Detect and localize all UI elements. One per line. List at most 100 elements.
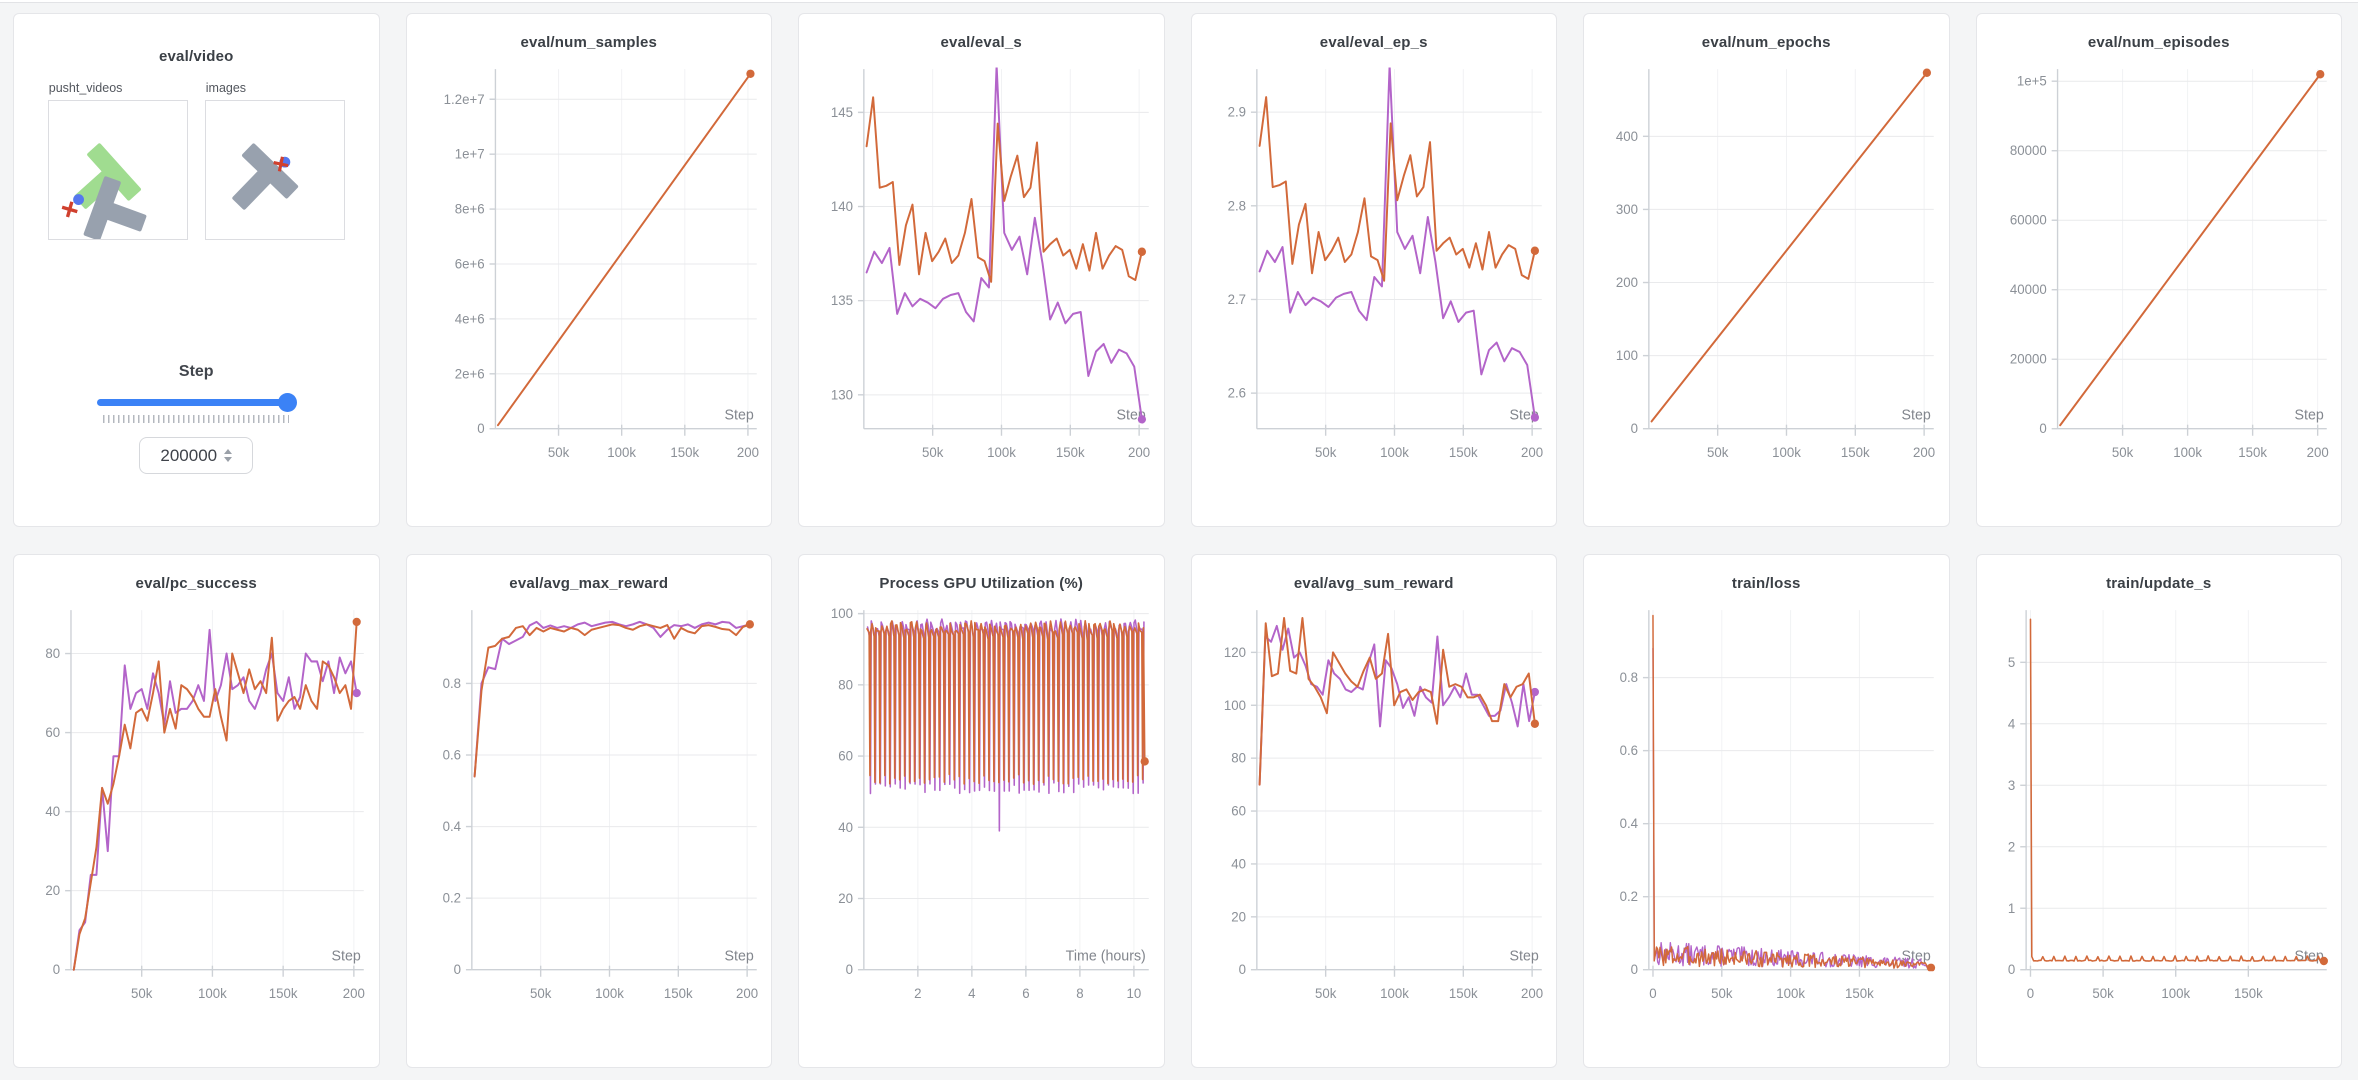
previous-row-edge [0,0,2358,3]
svg-text:150k: 150k [670,445,699,460]
svg-text:100k: 100k [1776,986,1805,1001]
panel-title: eval/num_epochs [1701,34,1831,51]
panel-title: eval/num_samples [520,34,658,51]
panel-title: eval/pc_success [135,575,257,592]
svg-text:5: 5 [2007,655,2014,670]
stepper-up-icon[interactable] [224,449,233,454]
svg-text:200: 200 [1128,445,1150,460]
svg-text:60: 60 [838,748,853,763]
panel-train-update-s: train/update_s 0 1 2 3 4 5 0 50k 100k 150k Step [1975,554,2342,1068]
svg-text:60000: 60000 [2009,213,2046,228]
svg-text:200: 200 [736,445,758,460]
svg-text:140: 140 [831,199,853,214]
panel-eval-num-episodes: eval/num_episodes 0 20000 40000 60000 80000 1… [1975,13,2342,527]
svg-text:4e+6: 4e+6 [454,311,484,326]
svg-text:3: 3 [2007,778,2014,793]
svg-text:40: 40 [1231,856,1246,871]
step-number-input[interactable]: 200000 [139,437,254,474]
svg-text:120: 120 [1223,645,1245,660]
svg-text:Step: Step [1509,949,1538,965]
svg-text:200: 200 [1521,986,1543,1001]
chart-eval-eval-ep-s[interactable]: 2.6 2.7 2.8 2.9 50k 100k 150k 200 Step [1192,55,1557,489]
media-thumbnail-pusht-videos[interactable] [47,100,188,241]
svg-text:150k: 150k [1056,445,1085,460]
step-slider-track[interactable] [97,399,294,406]
svg-text:150k: 150k [1448,445,1477,460]
step-value: 200000 [160,445,218,465]
svg-text:0: 0 [2007,962,2014,977]
svg-text:20000: 20000 [2009,352,2046,367]
chart-train-update-s[interactable]: 0 1 2 3 4 5 0 50k 100k 150k Step [1977,596,2342,1030]
panel-title: eval/avg_sum_reward [1293,575,1454,592]
svg-text:1.2e+7: 1.2e+7 [443,92,484,107]
svg-text:50k: 50k [1707,445,1729,460]
svg-text:100k: 100k [1380,986,1409,1001]
svg-text:0: 0 [53,962,60,977]
svg-text:50k: 50k [2111,445,2133,460]
panel-train-loss: train/loss 0 0.2 0.4 0.6 0.8 0 50k 100k 150k Step [1583,554,1950,1068]
svg-text:Step: Step [1902,408,1931,424]
svg-text:0.8: 0.8 [1620,670,1638,685]
svg-text:50k: 50k [1314,445,1336,460]
svg-text:0: 0 [477,421,484,436]
chart-eval-eval-s[interactable]: 130 135 140 145 50k 100k 150k 200 Step [799,55,1164,489]
svg-text:100k: 100k [607,445,636,460]
goal-cross-icon [61,201,78,218]
svg-text:20: 20 [1231,909,1246,924]
panel-title: eval/num_episodes [2087,34,2230,51]
svg-text:40: 40 [838,820,853,835]
svg-text:200: 200 [1616,275,1638,290]
svg-text:0: 0 [1631,962,1638,977]
chart-eval-num-samples[interactable]: 0 2e+6 4e+6 6e+6 8e+6 1e+7 1.2e+7 50k 100k 150k 20… [407,55,772,489]
panel-eval-num-epochs: eval/num_epochs 0 100 200 300 400 50k 100k 150k… [1583,13,1950,527]
svg-text:150k: 150k [269,986,298,1001]
svg-text:50k: 50k [2092,986,2114,1001]
panel-title: Process GPU Utilization (%) [879,575,1084,592]
chart-train-loss[interactable]: 0 0.2 0.4 0.6 0.8 0 50k 100k 150k Step [1584,596,1949,1030]
panel-process-gpu-utilization: Process GPU Utilization (%) 0 20 40 60 80 100… [798,554,1165,1068]
media-thumbnail-images[interactable] [204,100,345,240]
svg-text:80000: 80000 [2009,143,2046,158]
svg-text:4: 4 [968,986,976,1001]
gray-t-shape [232,143,298,210]
chart-eval-pc-success[interactable]: 0 20 40 60 80 50k 100k 150k 200 Step [14,596,379,1030]
svg-text:10: 10 [1127,986,1142,1001]
svg-text:0.4: 0.4 [442,819,461,834]
svg-text:6e+6: 6e+6 [454,256,484,271]
svg-text:100k: 100k [987,445,1016,460]
stepper-down-icon[interactable] [224,457,233,462]
chart-eval-num-epochs[interactable]: 0 100 200 300 400 50k 100k 150k 200 Step [1584,55,1949,489]
svg-text:2: 2 [2007,839,2014,854]
step-slider-thumb[interactable] [278,393,298,412]
svg-text:150k: 150k [1448,986,1477,1001]
svg-text:150k: 150k [663,986,692,1001]
svg-text:80: 80 [45,646,60,661]
svg-text:200: 200 [1913,445,1935,460]
svg-text:8e+6: 8e+6 [454,201,484,216]
step-slider-label: Step [178,363,214,380]
svg-text:2: 2 [914,986,921,1001]
chart-eval-num-episodes[interactable]: 0 20000 40000 60000 80000 1e+5 50k 100k 150k 200 S… [1977,55,2342,489]
svg-text:2.6: 2.6 [1227,386,1245,401]
chart-eval-avg-sum-reward[interactable]: 0 20 40 60 80 100 120 50k 100k 150k 200 Step [1192,596,1557,1030]
panel-eval-avg-sum-reward: eval/avg_sum_reward 0 20 40 60 80 100 120 50k 10… [1190,554,1557,1068]
svg-text:100k: 100k [2173,445,2202,460]
svg-text:2.9: 2.9 [1227,105,1245,120]
media-item-images: images [204,81,345,245]
svg-text:100: 100 [831,606,853,621]
goal-cross-icon [273,156,289,172]
svg-text:300: 300 [1616,202,1638,217]
agent-dot [72,194,84,205]
chart-process-gpu-utilization[interactable]: 0 20 40 60 80 100 2 4 6 8 10 Time (hours) [799,596,1164,1030]
svg-text:100: 100 [1223,698,1245,713]
panel-title: eval/eval_s [940,34,1022,51]
svg-text:4: 4 [2007,716,2015,731]
svg-text:200: 200 [1521,445,1543,460]
chart-eval-avg-max-reward[interactable]: 0 0.2 0.4 0.6 0.8 50k 100k 150k 200 Step [407,596,772,1030]
panel-title: train/loss [1731,575,1801,592]
panel-eval-num-samples: eval/num_samples 0 2e+6 4e+6 6e+6 8e+6 1e+7 1.… [405,13,772,527]
svg-text:400: 400 [1616,129,1638,144]
svg-text:150k: 150k [1845,986,1874,1001]
panel-title: train/update_s [2106,575,2212,592]
step-slider[interactable] [97,393,298,412]
